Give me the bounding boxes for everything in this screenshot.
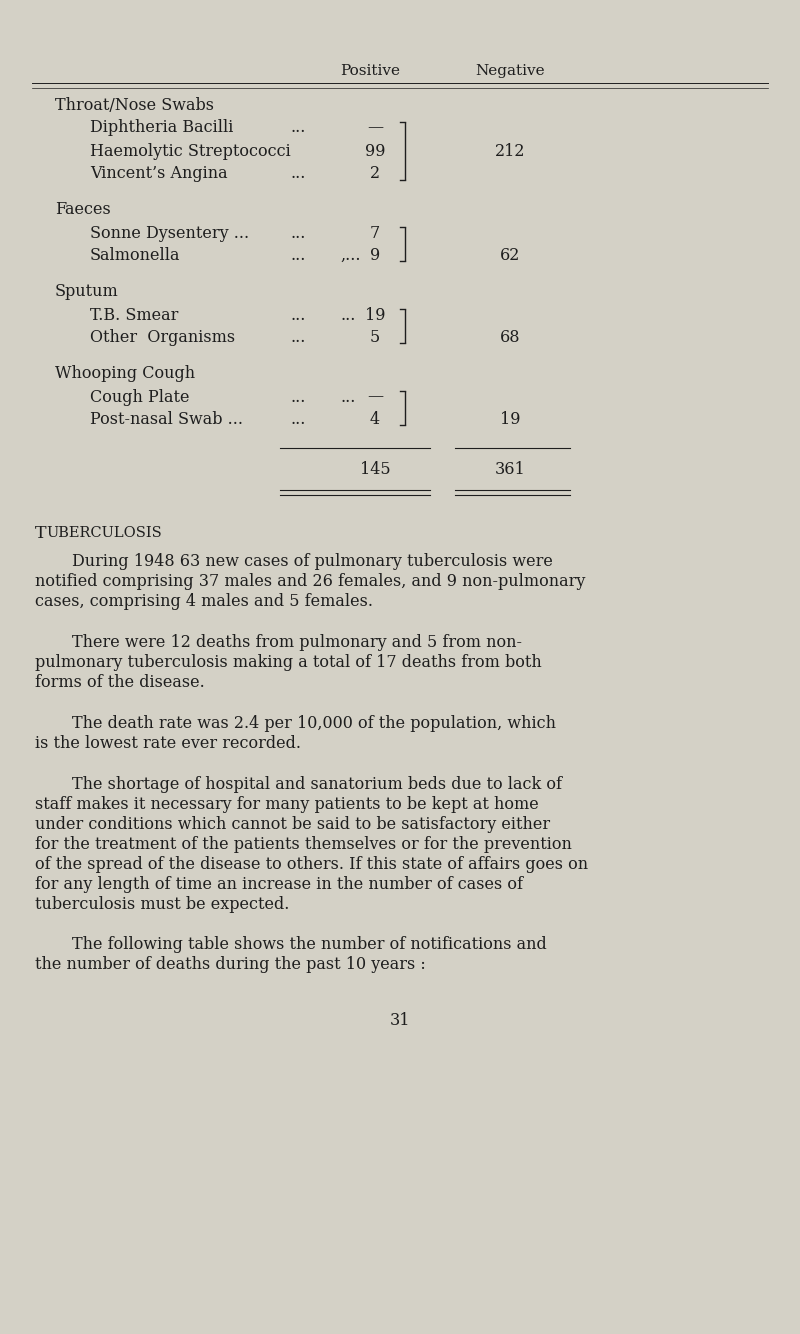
Text: The shortage of hospital and sanatorium beds due to lack of: The shortage of hospital and sanatorium … [72, 776, 562, 792]
Text: Cough Plate: Cough Plate [90, 388, 190, 406]
Text: 7: 7 [370, 224, 380, 241]
Text: Sonne Dysentery ...: Sonne Dysentery ... [90, 224, 249, 241]
Text: The following table shows the number of notifications and: The following table shows the number of … [72, 936, 546, 952]
Text: ...: ... [290, 328, 306, 346]
Text: under conditions which cannot be said to be satisfactory either: under conditions which cannot be said to… [35, 816, 550, 832]
Text: cases, comprising 4 males and 5 females.: cases, comprising 4 males and 5 females. [35, 594, 373, 610]
Text: ,...: ,... [340, 247, 361, 264]
Text: for the treatment of the patients themselves or for the prevention: for the treatment of the patients themse… [35, 836, 572, 852]
Text: ...: ... [290, 247, 306, 264]
Text: 2: 2 [370, 164, 380, 181]
Text: 361: 361 [494, 462, 526, 479]
Text: staff makes it necessary for many patients to be kept at home: staff makes it necessary for many patien… [35, 796, 538, 812]
Text: ...: ... [340, 388, 355, 406]
Text: 145: 145 [360, 462, 390, 479]
Text: 19: 19 [365, 307, 386, 324]
Text: 68: 68 [500, 328, 520, 346]
Text: T: T [35, 526, 46, 542]
Text: ...: ... [340, 307, 355, 324]
Text: ...: ... [290, 120, 306, 136]
Text: Post-nasal Swab ...: Post-nasal Swab ... [90, 411, 243, 427]
Text: —: — [367, 120, 383, 136]
Text: Vincent’s Angina: Vincent’s Angina [90, 164, 228, 181]
Text: During 1948 63 new cases of pulmonary tuberculosis were: During 1948 63 new cases of pulmonary tu… [72, 554, 553, 570]
Text: Diphtheria Bacilli: Diphtheria Bacilli [90, 120, 234, 136]
Text: The death rate was 2.4 per 10,000 of the population, which: The death rate was 2.4 per 10,000 of the… [72, 715, 556, 732]
Text: for any length of time an increase in the number of cases of: for any length of time an increase in th… [35, 876, 523, 892]
Text: T.B. Smear: T.B. Smear [90, 307, 178, 324]
Text: tuberculosis must be expected.: tuberculosis must be expected. [35, 896, 290, 912]
Text: Throat/Nose Swabs: Throat/Nose Swabs [55, 96, 214, 113]
Text: the number of deaths during the past 10 years :: the number of deaths during the past 10 … [35, 956, 426, 972]
Text: 31: 31 [390, 1013, 410, 1029]
Text: Salmonella: Salmonella [90, 247, 181, 264]
Text: ...: ... [290, 307, 306, 324]
Text: Other  Organisms: Other Organisms [90, 328, 235, 346]
Text: pulmonary tuberculosis making a total of 17 deaths from both: pulmonary tuberculosis making a total of… [35, 654, 542, 671]
Text: 99: 99 [365, 143, 386, 160]
Text: forms of the disease.: forms of the disease. [35, 674, 205, 691]
Text: ...: ... [290, 224, 306, 241]
Text: 9: 9 [370, 247, 380, 264]
Text: Sputum: Sputum [55, 284, 118, 300]
Text: Whooping Cough: Whooping Cough [55, 366, 195, 383]
Text: ...: ... [290, 388, 306, 406]
Text: 212: 212 [494, 143, 526, 160]
Text: —: — [367, 388, 383, 406]
Text: ...: ... [290, 164, 306, 181]
Text: notified comprising 37 males and 26 females, and 9 non-pulmonary: notified comprising 37 males and 26 fema… [35, 574, 586, 590]
Text: Negative: Negative [475, 64, 545, 77]
Text: ...: ... [290, 411, 306, 427]
Text: Positive: Positive [340, 64, 400, 77]
Text: Haemolytic Streptococci: Haemolytic Streptococci [90, 143, 290, 160]
Text: Faeces: Faeces [55, 201, 110, 219]
Text: 4: 4 [370, 411, 380, 427]
Text: 62: 62 [500, 247, 520, 264]
Text: of the spread of the disease to others. If this state of affairs goes on: of the spread of the disease to others. … [35, 856, 588, 872]
Text: 19: 19 [500, 411, 520, 427]
Text: UBERCULOSIS: UBERCULOSIS [46, 526, 162, 540]
Text: is the lowest rate ever recorded.: is the lowest rate ever recorded. [35, 735, 301, 752]
Text: 5: 5 [370, 328, 380, 346]
Text: There were 12 deaths from pulmonary and 5 from non-: There were 12 deaths from pulmonary and … [72, 634, 522, 651]
